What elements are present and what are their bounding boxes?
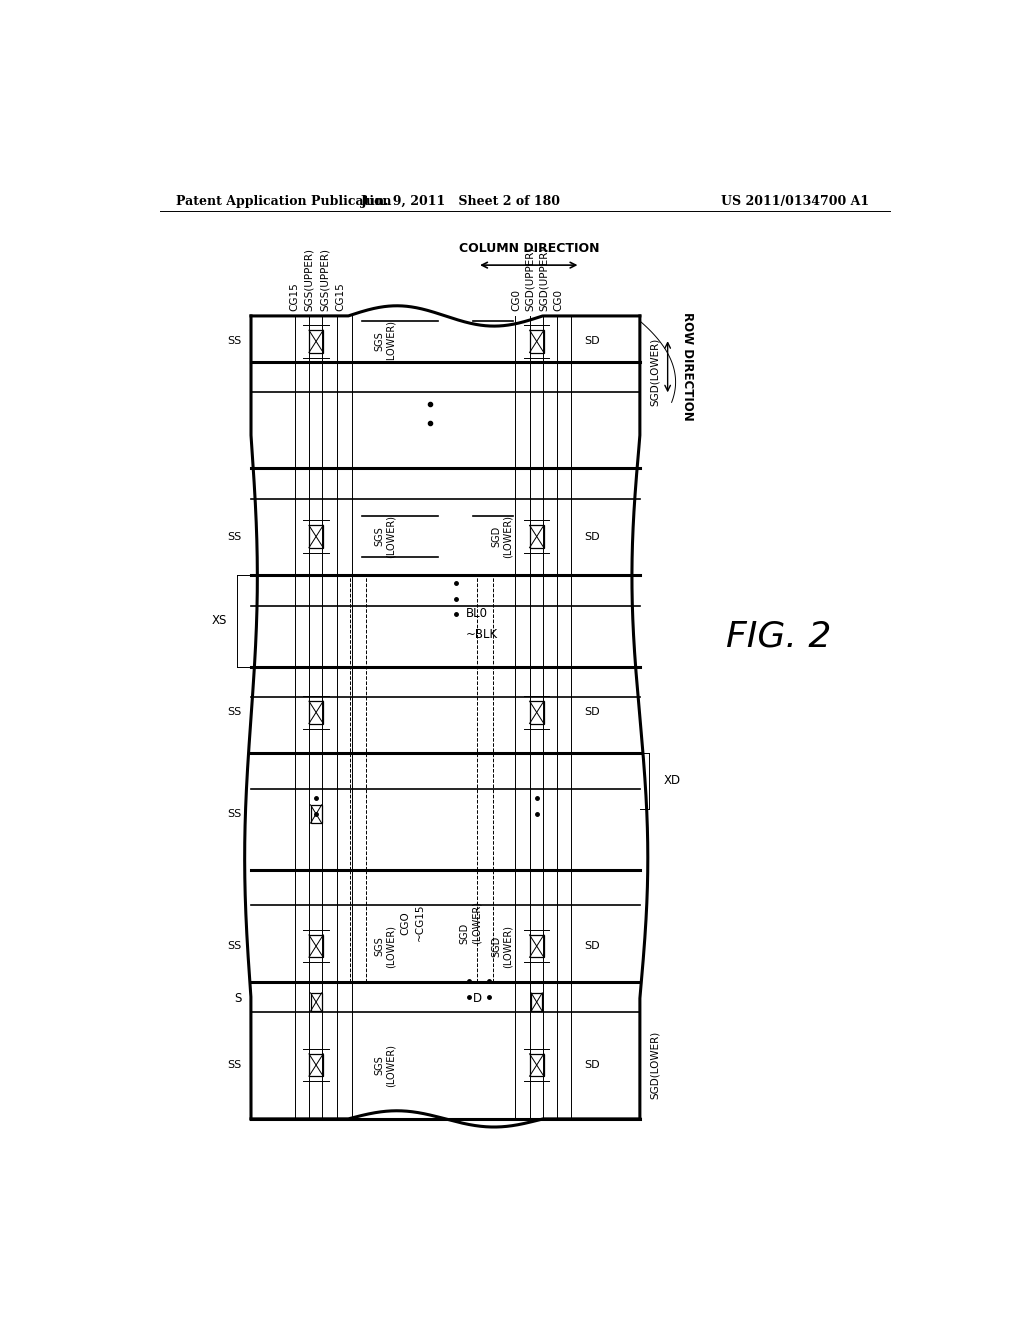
Text: ~BLK: ~BLK [466, 627, 499, 640]
Text: SGS(UPPER): SGS(UPPER) [319, 248, 330, 312]
Text: SGS
(LOWER): SGS (LOWER) [374, 319, 395, 363]
Bar [309, 330, 324, 352]
Text: SS: SS [227, 708, 242, 717]
Text: SGS
(LOWER): SGS (LOWER) [374, 515, 395, 558]
Text: S: S [234, 993, 242, 1006]
Text: SD: SD [585, 532, 600, 541]
Text: SD: SD [585, 941, 600, 952]
Text: Patent Application Publication: Patent Application Publication [176, 194, 391, 207]
Text: SD: SD [585, 708, 600, 717]
Text: XD: XD [664, 775, 681, 788]
Text: CG15: CG15 [290, 282, 300, 312]
Bar [529, 330, 544, 352]
Text: SS: SS [227, 1060, 242, 1071]
Text: CG0: CG0 [511, 289, 521, 312]
Text: CG0: CG0 [553, 289, 563, 312]
Bar [309, 701, 324, 723]
Text: SGS
(LOWER): SGS (LOWER) [374, 924, 395, 968]
Text: D: D [473, 993, 481, 1006]
Bar [309, 1053, 324, 1076]
Bar [529, 525, 544, 548]
Text: SGD(LOWER): SGD(LOWER) [649, 1031, 659, 1100]
Bar [529, 935, 544, 957]
Text: SS: SS [227, 532, 242, 541]
Bar [310, 805, 322, 824]
Text: COLUMN DIRECTION: COLUMN DIRECTION [459, 242, 599, 255]
Text: SD: SD [585, 1060, 600, 1071]
Bar [529, 701, 544, 723]
Text: XS: XS [212, 614, 227, 627]
Text: CG15: CG15 [336, 282, 346, 312]
Text: US 2011/0134700 A1: US 2011/0134700 A1 [721, 194, 868, 207]
Text: SGD
(LOWER): SGD (LOWER) [492, 515, 513, 558]
Bar [309, 525, 324, 548]
Bar [309, 935, 324, 957]
Text: ~CG15: ~CG15 [415, 904, 425, 941]
Text: SGS(UPPER): SGS(UPPER) [304, 248, 314, 312]
Text: SGD(LOWER): SGD(LOWER) [649, 338, 659, 407]
Bar [310, 993, 322, 1011]
Text: SD: SD [585, 337, 600, 346]
Text: SGD(UPPER): SGD(UPPER) [525, 247, 536, 312]
Text: BL0: BL0 [466, 607, 488, 620]
Text: FIG. 2: FIG. 2 [726, 619, 831, 653]
Text: SS: SS [227, 337, 242, 346]
Text: SGD
(LOWER): SGD (LOWER) [492, 924, 513, 968]
Bar [531, 993, 543, 1011]
Text: SS: SS [227, 941, 242, 952]
Text: SGD(UPPER): SGD(UPPER) [539, 247, 549, 312]
Text: Jun. 9, 2011   Sheet 2 of 180: Jun. 9, 2011 Sheet 2 of 180 [361, 194, 561, 207]
Bar [529, 1053, 544, 1076]
Text: SGD
(LOWER): SGD (LOWER) [460, 902, 481, 944]
Text: SS: SS [227, 809, 242, 818]
Text: SGS
(LOWER): SGS (LOWER) [374, 1044, 395, 1086]
Text: CGO: CGO [400, 911, 411, 935]
Text: ROW DIRECTION: ROW DIRECTION [681, 313, 694, 421]
